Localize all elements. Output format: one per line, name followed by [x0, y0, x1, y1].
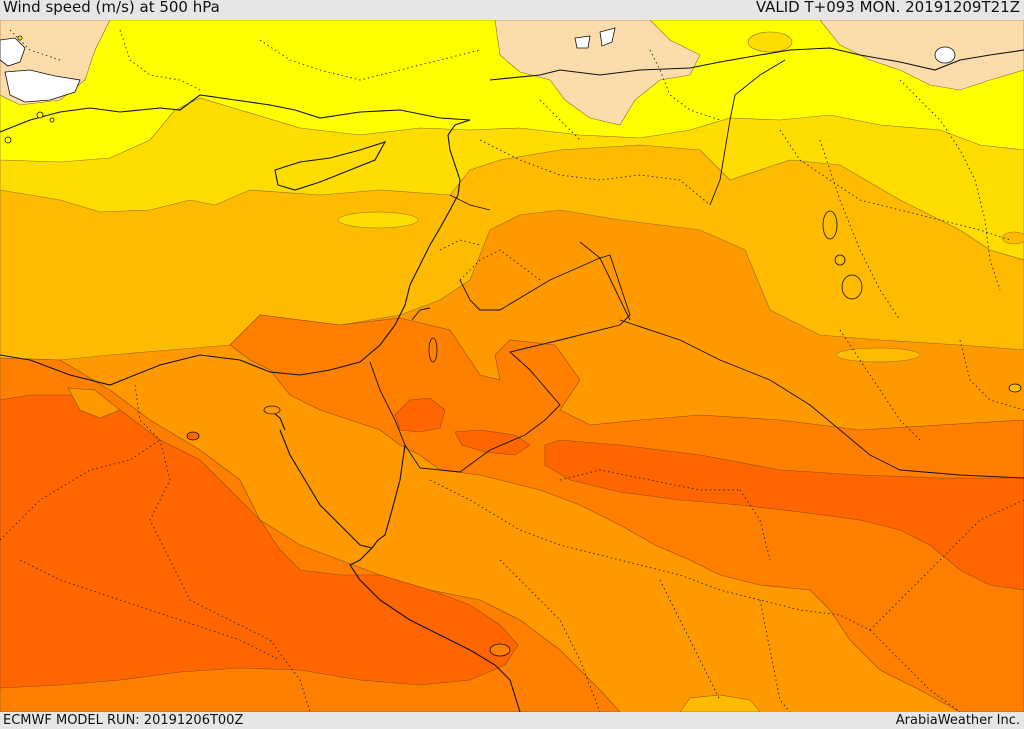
coastlines: [0, 47, 1024, 712]
lighter-pocket: [67, 387, 121, 419]
map-header: Wind speed (m/s) at 500 hPa VALID T+093 …: [0, 0, 1024, 20]
map-footer: ECMWF MODEL RUN: 20191206T00Z ArabiaWeat…: [0, 712, 1024, 729]
band-40-45-west: [0, 394, 519, 689]
map-title: Wind speed (m/s) at 500 hPa: [3, 0, 220, 16]
model-run-label: ECMWF MODEL RUN: 20191206T00Z: [3, 713, 244, 728]
pale-area-northeast: [819, 20, 1024, 91]
low-wind-islands: [0, 27, 616, 103]
dark-spot-1: [394, 397, 446, 433]
dotted-boundaries: [0, 29, 1024, 712]
pale-area-north-center: [494, 20, 701, 126]
valid-time-label: VALID T+093 MON. 20191209T21Z: [755, 0, 1020, 16]
gold-patch-2: [835, 347, 921, 363]
band-40-45-east: [544, 439, 1024, 591]
dark-spot-2: [454, 429, 531, 456]
pale-spot: [747, 31, 793, 53]
gold-patch-3: [1001, 231, 1024, 245]
borders: [369, 59, 1024, 479]
gold-patch-1: [337, 211, 419, 229]
wind-speed-map: [0, 20, 1024, 712]
credit-label: ArabiaWeather Inc.: [895, 713, 1020, 728]
water-bodies: [186, 46, 1022, 657]
light-south-patch: [679, 694, 761, 712]
band-15-20: [0, 20, 1024, 163]
aegean-islands: [4, 35, 55, 144]
